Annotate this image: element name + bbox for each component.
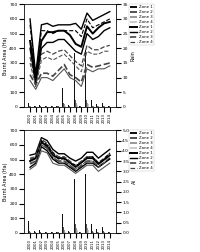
Bar (77, 230, 78, 233)
Bar (85, 174, 86, 233)
Bar (57, 106, 59, 107)
Bar (34, 106, 35, 107)
Bar (76, 103, 77, 107)
Bar (77, 105, 78, 107)
Bar (46, 106, 47, 107)
Bar (74, 53, 75, 107)
Bar (104, 232, 105, 233)
Bar (109, 232, 110, 233)
Bar (57, 232, 59, 233)
Bar (63, 227, 64, 233)
Bar (28, 221, 29, 233)
Bar (51, 232, 52, 233)
Bar (29, 231, 30, 233)
Bar (88, 104, 89, 107)
Bar (34, 231, 35, 233)
Bar (79, 232, 80, 233)
Bar (109, 106, 110, 107)
Bar (29, 106, 30, 107)
Y-axis label: Burnt Area (Ha): Burnt Area (Ha) (3, 36, 8, 75)
Bar (88, 230, 89, 233)
Bar (35, 232, 36, 233)
Bar (103, 231, 104, 233)
Bar (85, 50, 86, 107)
Bar (68, 231, 69, 233)
Y-axis label: Rain: Rain (131, 50, 136, 61)
Bar (69, 232, 70, 233)
Bar (92, 106, 93, 107)
Bar (40, 232, 41, 233)
Bar (104, 106, 105, 107)
Bar (69, 106, 70, 107)
Legend: Zone 1, Zone 2, Zone 3, Zone 4, Zone 1, Zone 2, Zone 3, Zone 4: Zone 1, Zone 2, Zone 3, Zone 4, Zone 1, … (129, 130, 154, 171)
Y-axis label: AI: AI (132, 179, 137, 184)
Bar (45, 232, 46, 233)
Bar (93, 106, 94, 107)
Bar (97, 232, 98, 233)
Bar (65, 106, 66, 107)
Bar (52, 232, 53, 233)
Bar (30, 232, 31, 233)
Bar (46, 232, 47, 233)
Bar (108, 106, 109, 107)
Bar (93, 232, 94, 233)
Bar (108, 232, 109, 233)
Bar (62, 88, 63, 107)
Bar (102, 103, 103, 107)
Bar (45, 106, 46, 107)
Bar (56, 232, 57, 233)
Bar (64, 104, 65, 107)
Bar (98, 232, 99, 233)
Bar (65, 232, 66, 233)
Bar (91, 224, 92, 233)
Bar (91, 100, 92, 107)
Bar (97, 106, 98, 107)
Bar (30, 106, 31, 107)
Bar (79, 106, 80, 107)
Bar (98, 106, 99, 107)
Bar (87, 103, 88, 107)
Bar (86, 224, 87, 233)
Bar (35, 106, 36, 107)
Y-axis label: Burnt Area (Ha): Burnt Area (Ha) (3, 162, 8, 201)
Bar (92, 231, 93, 233)
Bar (40, 106, 41, 107)
Bar (52, 106, 53, 107)
Bar (87, 228, 88, 233)
Bar (80, 106, 81, 107)
Bar (51, 106, 52, 107)
Bar (75, 100, 76, 107)
Bar (63, 103, 64, 107)
Bar (96, 229, 97, 233)
Bar (80, 232, 81, 233)
Bar (28, 103, 29, 107)
Bar (39, 105, 40, 107)
Bar (68, 105, 69, 107)
Bar (96, 104, 97, 107)
Bar (75, 224, 76, 233)
Bar (62, 214, 63, 233)
Bar (39, 230, 40, 233)
Bar (103, 106, 104, 107)
Bar (76, 228, 77, 233)
Bar (102, 227, 103, 233)
Bar (86, 100, 87, 107)
Bar (74, 179, 75, 233)
Bar (56, 106, 57, 107)
Legend: Zone 1, Zone 2, Zone 3, Zone 4, Zone 1, Zone 2, Zone 3, Zone 4: Zone 1, Zone 2, Zone 3, Zone 4, Zone 1, … (129, 4, 154, 45)
Bar (64, 230, 65, 233)
